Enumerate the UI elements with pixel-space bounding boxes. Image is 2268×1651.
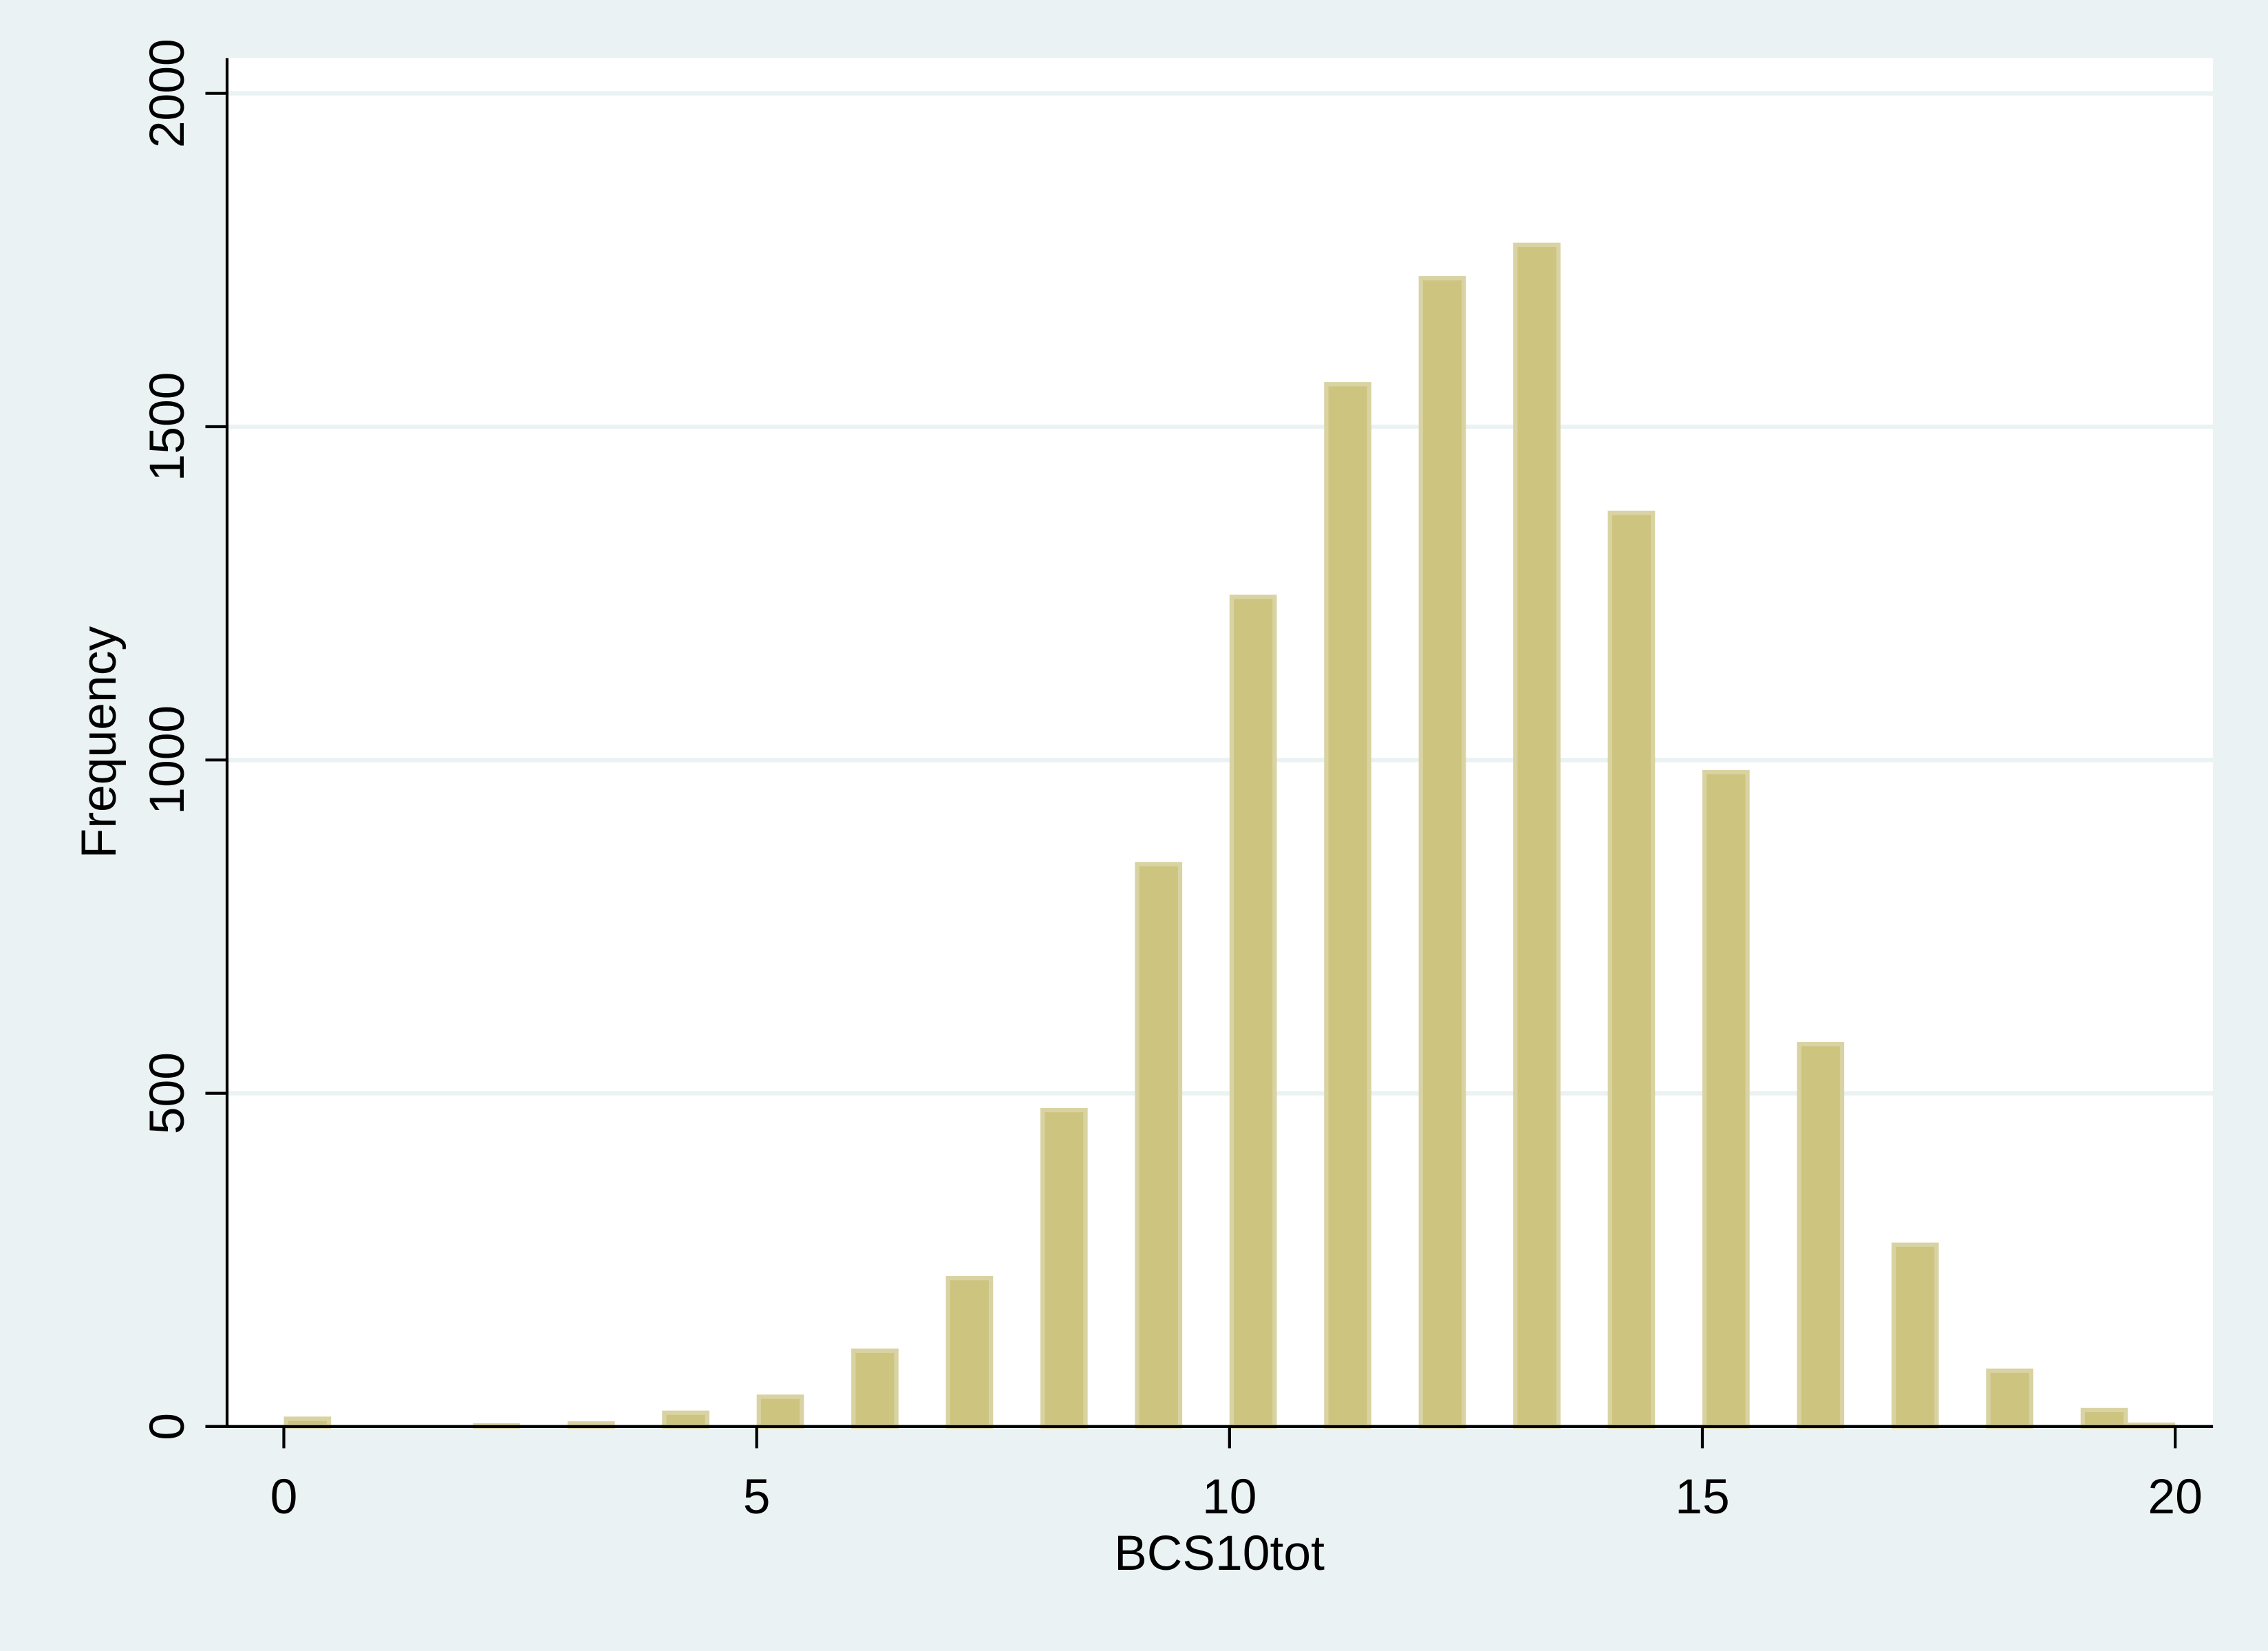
bar xyxy=(1607,511,1656,1429)
x-tick-label: 10 xyxy=(1202,1469,1256,1524)
bar xyxy=(1513,242,1561,1429)
y-tick-label: 1500 xyxy=(140,372,195,482)
bar xyxy=(851,1348,899,1429)
x-tick-label: 20 xyxy=(2148,1469,2202,1524)
bar xyxy=(756,1394,804,1429)
bar xyxy=(1702,769,1750,1429)
bar xyxy=(662,1410,709,1429)
bar xyxy=(1040,1107,1088,1429)
bar xyxy=(1324,382,1371,1429)
y-tick-label: 0 xyxy=(140,1413,195,1440)
x-axis-label: BCS10tot xyxy=(1114,1526,1325,1581)
plot-area xyxy=(227,58,2214,1427)
bar xyxy=(1418,276,1466,1429)
y-tick-label: 500 xyxy=(140,1052,195,1134)
bar xyxy=(1986,1368,2033,1429)
bar xyxy=(945,1275,994,1429)
y-axis-label: Frequency xyxy=(72,626,127,859)
bar xyxy=(1797,1042,1845,1429)
bar xyxy=(1135,862,1183,1429)
axes: 0 500 1000 1500 2000 0 5 10 15 20 xyxy=(140,39,2214,1524)
bar xyxy=(1891,1242,1939,1429)
x-tick-label: 15 xyxy=(1675,1469,1729,1524)
y-tick-label: 1000 xyxy=(140,705,195,815)
y-tick-label: 2000 xyxy=(140,39,195,148)
x-tick-label: 5 xyxy=(743,1469,771,1524)
bar xyxy=(1229,595,1277,1429)
x-tick-label: 0 xyxy=(270,1469,298,1524)
bar xyxy=(2080,1407,2128,1429)
